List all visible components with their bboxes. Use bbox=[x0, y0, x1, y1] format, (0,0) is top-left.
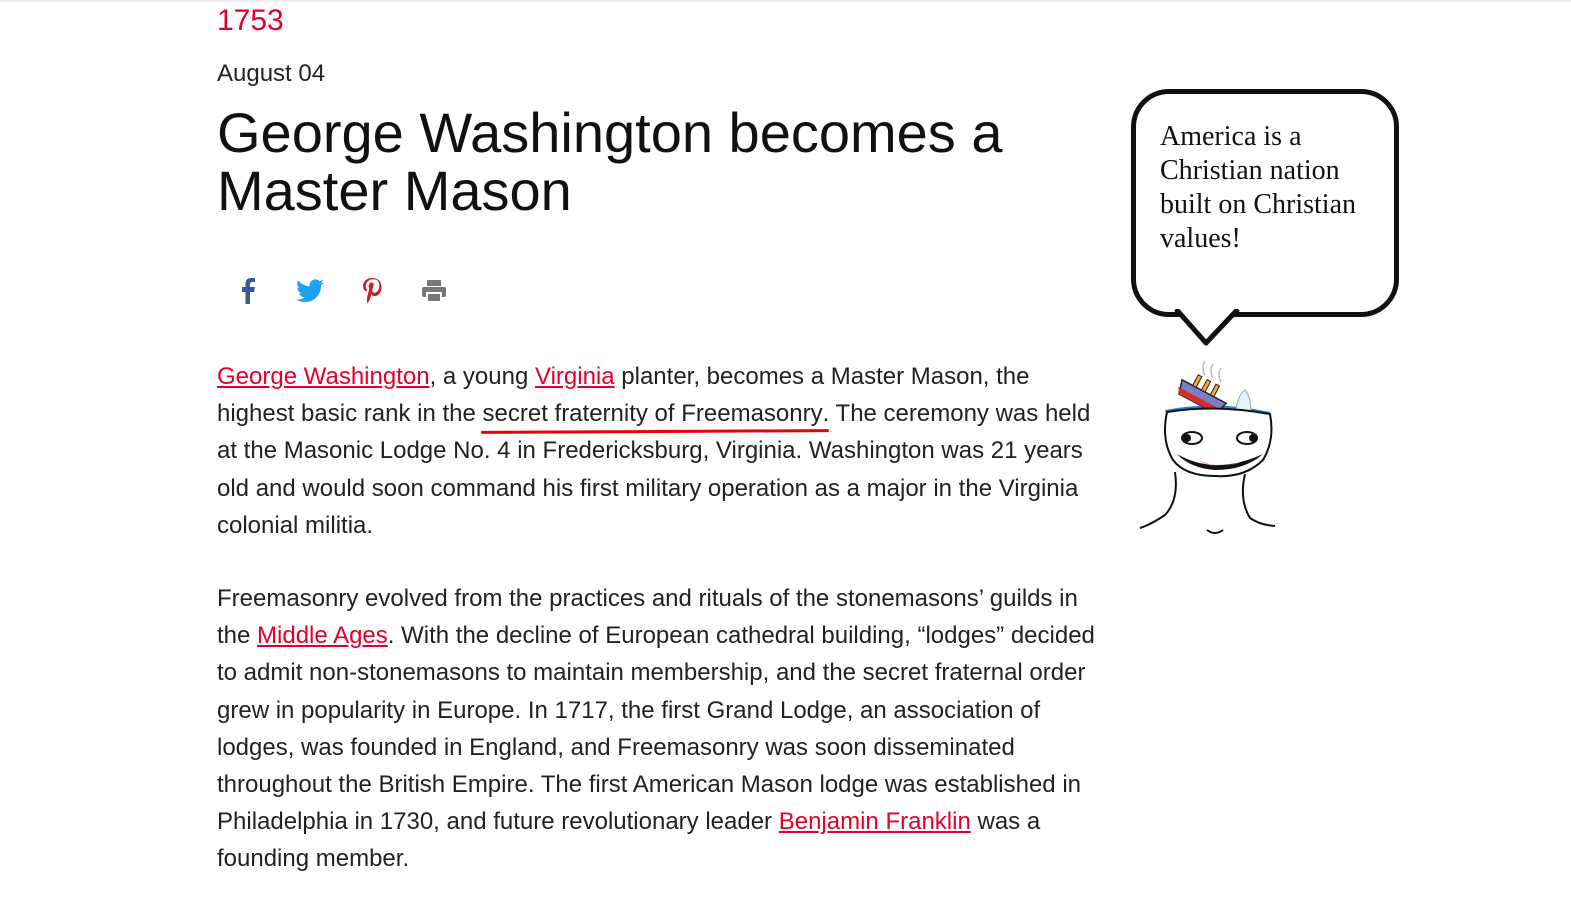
text: , a young bbox=[429, 363, 535, 390]
speech-bubble: America is a Christian nation built on C… bbox=[1131, 89, 1399, 317]
link-virginia[interactable]: Virginia bbox=[535, 363, 615, 390]
speech-bubble-tail bbox=[1174, 309, 1240, 346]
text: was a founding member. bbox=[217, 808, 1041, 873]
article-body: George Washington, a young Virginia plan… bbox=[217, 358, 1097, 914]
paragraph-1: George Washington, a young Virginia plan… bbox=[217, 358, 1097, 544]
text: . The ceremony was held at the Masonic L… bbox=[217, 400, 1091, 539]
facebook-icon[interactable] bbox=[232, 275, 264, 307]
text: . With the decline of European cathedral… bbox=[217, 622, 1095, 836]
link-benjamin-franklin[interactable]: Benjamin Franklin bbox=[778, 808, 971, 836]
red-underlined-phrase: secret fraternity of Freemasonry bbox=[482, 400, 823, 428]
pinterest-icon[interactable] bbox=[356, 275, 388, 307]
wojak-cartoon-icon bbox=[1139, 360, 1276, 534]
twitter-icon[interactable] bbox=[294, 275, 326, 307]
speech-text: America is a Christian nation built on C… bbox=[1160, 121, 1356, 254]
text: Freemasonry evolved from the practices a… bbox=[217, 585, 1078, 650]
paragraph-2: Freemasonry evolved from the practices a… bbox=[217, 580, 1097, 878]
text: planter, becomes a Master Mason, the hig… bbox=[217, 363, 1030, 428]
article-year: 1753 bbox=[217, 4, 284, 37]
print-icon[interactable] bbox=[418, 275, 450, 307]
article-date: August 04 bbox=[217, 60, 326, 87]
link-middle-ages[interactable]: Middle Ages bbox=[257, 622, 388, 650]
top-divider bbox=[0, 0, 1571, 2]
share-bar bbox=[232, 275, 450, 307]
page-title: George Washington becomes a Master Mason bbox=[217, 101, 1003, 222]
link-george-washington[interactable]: George Washington bbox=[217, 363, 430, 390]
